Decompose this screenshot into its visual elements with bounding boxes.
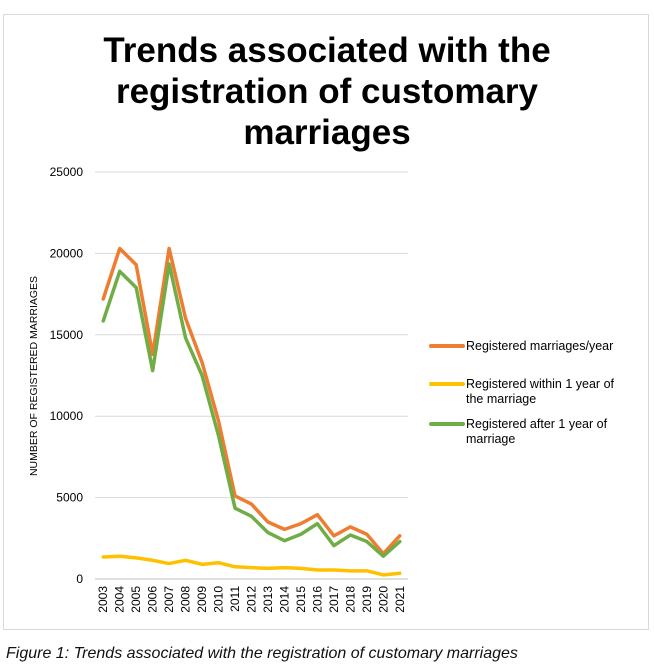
legend-label: Registered after 1 year of marriage — [466, 417, 608, 446]
figure-caption: Figure 1: Trends associated with the reg… — [6, 645, 518, 662]
x-tick-label: 2005 — [129, 586, 143, 613]
y-tick-label: 15000 — [50, 328, 84, 342]
legend-label: Registered marriages/year — [466, 339, 613, 353]
x-tick-label: 2010 — [212, 586, 226, 613]
x-tick-label: 2013 — [261, 586, 275, 613]
x-tick-label: 2006 — [146, 586, 160, 613]
series-lines — [101, 246, 402, 577]
x-tick-label: 2017 — [327, 586, 341, 613]
x-tick-label: 2009 — [195, 586, 209, 613]
x-tick-label: 2019 — [360, 586, 374, 613]
y-axis-label: NUMBER OF REGISTERED MARRIAGES — [28, 276, 40, 476]
x-tick-label: 2015 — [294, 586, 308, 613]
chart-title: Trends associated with the registration … — [103, 31, 551, 152]
series-line-1 — [101, 246, 402, 556]
x-tick-label: 2003 — [96, 586, 110, 613]
x-tick-label: 2021 — [393, 586, 407, 613]
x-tick-label: 2008 — [179, 586, 193, 613]
x-axis-ticks: 2003 2004 2005 2006 2007 2008 2009 2010 2011 2012… — [96, 586, 407, 613]
gridlines — [95, 171, 408, 580]
x-tick-label: 2018 — [343, 586, 357, 613]
series-line-3 — [101, 262, 402, 558]
x-tick-label: 2004 — [113, 586, 127, 613]
y-tick-label: 5000 — [56, 491, 83, 505]
x-tick-label: 2011 — [228, 586, 242, 612]
y-tick-label: 10000 — [50, 409, 84, 423]
legend-label: Registered within 1 year of the marriage — [466, 377, 615, 406]
y-axis-ticks: 0 5000 10000 15000 20000 25000 — [50, 165, 84, 586]
x-tick-label: 2014 — [277, 586, 291, 613]
y-tick-label: 25000 — [50, 165, 84, 179]
x-tick-label: 2016 — [310, 586, 324, 613]
x-tick-label: 2007 — [162, 586, 176, 613]
legend: Registered marriages/year Registered with… — [429, 339, 615, 446]
y-tick-label: 0 — [76, 572, 83, 586]
x-tick-label: 2020 — [376, 586, 390, 613]
x-tick-label: 2012 — [245, 586, 259, 613]
y-tick-label: 20000 — [50, 246, 84, 260]
series-line-2 — [101, 554, 402, 577]
